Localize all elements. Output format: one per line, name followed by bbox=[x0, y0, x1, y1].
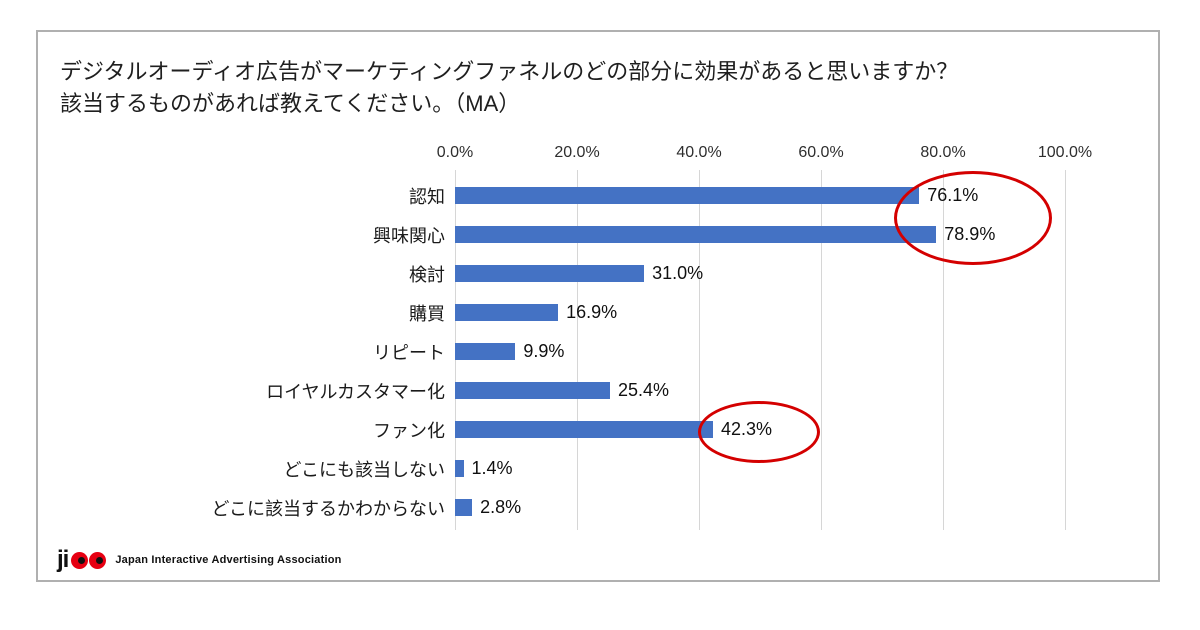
value-label: 31.0% bbox=[652, 263, 704, 283]
category-label: どこにも該当しない bbox=[283, 459, 445, 480]
bar bbox=[455, 421, 714, 438]
jiaa-logo-circle-icon bbox=[89, 551, 107, 569]
jiaa-logo-pupil-icon bbox=[96, 556, 104, 564]
bar-plot-area: 31.0% bbox=[455, 254, 1065, 293]
bar-chart: 0.0% 20.0% 40.0% 60.0% 80.0% 100.0% 認知 76.1% 興味… bbox=[58, 142, 1092, 542]
bar-plot-area: 2.8% bbox=[455, 488, 1065, 527]
gridline bbox=[699, 170, 700, 530]
gridline bbox=[577, 170, 578, 530]
value-label: 9.9% bbox=[523, 341, 565, 361]
category-label: ロイヤルカスタマー化 bbox=[266, 381, 445, 402]
jiaa-logo-ji-text: ji bbox=[57, 546, 69, 573]
bar-plot-area: 42.3% bbox=[455, 410, 1065, 449]
x-axis-tick-label: 100.0% bbox=[1037, 144, 1093, 161]
value-label: 2.8% bbox=[480, 497, 522, 517]
x-axis-tick-label: 20.0% bbox=[554, 144, 600, 161]
x-axis-tick-label: 60.0% bbox=[798, 144, 844, 161]
value-label: 1.4% bbox=[471, 458, 513, 478]
value-label: 25.4% bbox=[617, 380, 669, 400]
bar-plot-area: 25.4% bbox=[455, 371, 1065, 410]
x-axis-tick-label: 0.0% bbox=[436, 144, 474, 161]
bar bbox=[455, 343, 516, 360]
jiaa-logo-mark: ji bbox=[57, 546, 107, 573]
value-label: 78.9% bbox=[944, 224, 996, 244]
org-name-text: Japan Interactive Advertising Associatio… bbox=[115, 554, 342, 566]
gridline bbox=[821, 170, 822, 530]
category-label: 検討 bbox=[409, 264, 445, 285]
bar bbox=[455, 226, 937, 243]
bar-row: どこにも該当しない 1.4% bbox=[58, 449, 1070, 488]
bar-rows: 認知 76.1% 興味関心 78.9% 検討 31.0% 購買 16.9% リピート 9.9% ロイ… bbox=[58, 176, 1070, 527]
jiaa-logo: ji Japan Interactive Advertising Associa… bbox=[57, 548, 342, 572]
bar-plot-area: 78.9% bbox=[455, 215, 1065, 254]
jiaa-logo-circle-icon bbox=[71, 551, 89, 569]
gridline bbox=[1065, 170, 1066, 530]
category-label: 認知 bbox=[409, 186, 445, 207]
bar-plot-area: 9.9% bbox=[455, 332, 1065, 371]
category-label: ファン化 bbox=[373, 420, 445, 441]
category-label: リピート bbox=[373, 342, 445, 363]
bar-row: リピート 9.9% bbox=[58, 332, 1070, 371]
bar-row: ロイヤルカスタマー化 25.4% bbox=[58, 371, 1070, 410]
bar bbox=[455, 382, 610, 399]
gridline bbox=[943, 170, 944, 530]
category-label: どこに該当するかわからない bbox=[211, 498, 445, 519]
bar-row: 検討 31.0% bbox=[58, 254, 1070, 293]
bar-row: 興味関心 78.9% bbox=[58, 215, 1070, 254]
chart-title: デジタルオーディオ広告がマーケティングファネルのどの部分に効果があると思いますか… bbox=[60, 56, 958, 120]
value-label: 76.1% bbox=[927, 185, 979, 205]
jiaa-logo-pupil-icon bbox=[78, 556, 86, 564]
chart-title-line1: デジタルオーディオ広告がマーケティングファネルのどの部分に効果があると思いますか… bbox=[60, 59, 959, 84]
value-label: 42.3% bbox=[721, 419, 773, 439]
bar bbox=[455, 460, 464, 477]
bar-row: 認知 76.1% bbox=[58, 176, 1070, 215]
category-label: 興味関心 bbox=[373, 225, 445, 246]
bar bbox=[455, 187, 920, 204]
bar-row: どこに該当するかわからない 2.8% bbox=[58, 488, 1070, 527]
bar-row: ファン化 42.3% bbox=[58, 410, 1070, 449]
bar-plot-area: 76.1% bbox=[455, 176, 1065, 215]
category-label: 購買 bbox=[409, 303, 445, 324]
bar-plot-area: 16.9% bbox=[455, 293, 1065, 332]
slide-frame: デジタルオーディオ広告がマーケティングファネルのどの部分に効果があると思いますか… bbox=[36, 30, 1160, 582]
bar-row: 購買 16.9% bbox=[58, 293, 1070, 332]
value-label: 16.9% bbox=[566, 302, 618, 322]
chart-title-line2: 該当するものがあれば教えてください。（MA） bbox=[60, 90, 521, 116]
bar bbox=[455, 304, 559, 321]
bar bbox=[455, 265, 645, 282]
x-axis-tick-label: 80.0% bbox=[920, 144, 966, 161]
bar-plot-area: 1.4% bbox=[455, 449, 1065, 488]
x-axis: 0.0% 20.0% 40.0% 60.0% 80.0% 100.0% bbox=[437, 142, 1092, 170]
x-axis-tick-label: 40.0% bbox=[676, 144, 722, 161]
bar bbox=[455, 499, 473, 516]
